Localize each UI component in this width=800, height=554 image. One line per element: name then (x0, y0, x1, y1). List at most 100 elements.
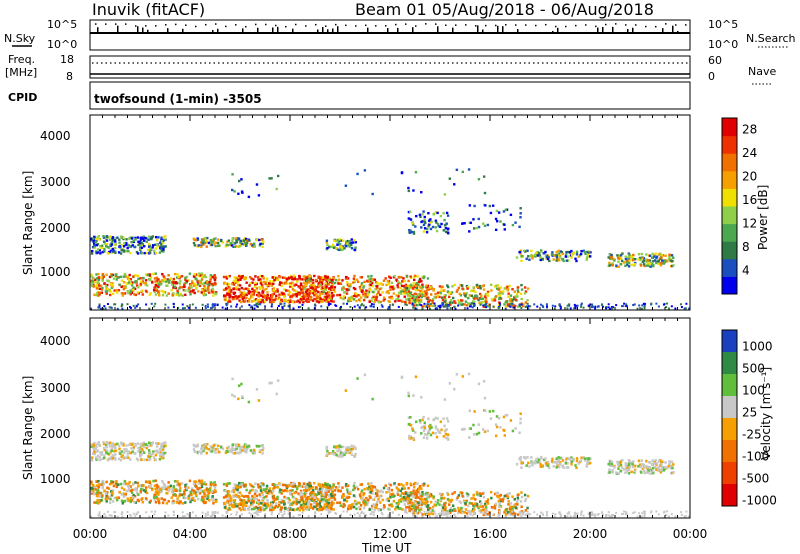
nsearch-dot (385, 25, 387, 27)
velocity-cell (251, 499, 254, 503)
power-cell (440, 222, 443, 226)
velocity-cell (481, 505, 485, 508)
power-cell (415, 286, 419, 289)
power-cell (134, 238, 137, 241)
velocity-cell (154, 449, 157, 453)
power-cell (507, 292, 510, 295)
power-cell (386, 280, 390, 283)
power-cell (128, 245, 132, 248)
velocity-cell (111, 442, 115, 445)
power-cell (531, 255, 535, 258)
velocity-cell (399, 494, 402, 498)
power-cell (493, 297, 496, 301)
power-cell (191, 290, 194, 294)
power-cell (640, 252, 644, 256)
velocity-cell (157, 490, 161, 494)
power-cell (152, 249, 156, 253)
velocity-cell (194, 491, 197, 494)
power-cell (129, 282, 133, 285)
power-cell (255, 287, 259, 290)
power-cell (633, 264, 636, 267)
power-cell (643, 302, 646, 305)
power-cell (114, 303, 117, 306)
power-cell (171, 283, 174, 286)
power-cell (495, 284, 498, 287)
power-cell (253, 307, 256, 310)
velocity-cell (225, 449, 228, 453)
power-cell (663, 261, 666, 265)
power-cell (653, 259, 657, 262)
velocity-cell (232, 505, 235, 509)
velocity-cell (134, 487, 137, 490)
power-cell (253, 245, 257, 248)
nsky-bar (552, 30, 554, 33)
power-cell (479, 287, 482, 290)
velocity-cell (157, 488, 160, 492)
power-cell (355, 299, 358, 303)
power-cell (353, 305, 356, 308)
power-cell (94, 278, 97, 282)
power-cell (210, 243, 213, 247)
power-cell (213, 277, 216, 280)
power-cell (548, 259, 551, 263)
power-cell (92, 237, 95, 240)
velocity-cell (209, 445, 213, 448)
power-cell (266, 291, 269, 294)
velocity-cell (384, 484, 387, 487)
velocity-cell (425, 497, 428, 501)
power-cell (400, 300, 404, 303)
velocity-cell (290, 483, 293, 486)
power-cell (632, 253, 635, 257)
power-cell (108, 288, 111, 292)
velocity-cell (208, 491, 211, 494)
power-cell (374, 288, 377, 291)
power-cell (249, 282, 252, 285)
power-cell (338, 293, 342, 297)
velocity-cell (499, 505, 503, 508)
velocity-cell (286, 508, 289, 511)
power-cell (190, 280, 194, 283)
velocity-cell (111, 492, 114, 496)
velocity-cell (265, 495, 268, 498)
power-cell (155, 279, 159, 282)
power-cell (120, 248, 123, 252)
power-cell (257, 291, 261, 295)
velocity-cell (205, 451, 208, 455)
velocity-cell (334, 486, 338, 489)
velocity-cell (407, 492, 410, 495)
velocity-cell (197, 450, 201, 454)
power-cell (506, 304, 510, 308)
power-cell (148, 249, 151, 252)
power-cell (619, 257, 623, 260)
power-cell (240, 286, 244, 290)
velocity-cell (182, 496, 186, 499)
power-cell (261, 286, 265, 289)
velocity-cell (230, 490, 234, 493)
power-cell (256, 276, 260, 279)
power-cell (412, 295, 415, 298)
velocity-cell (352, 494, 356, 497)
power-cell (288, 285, 292, 288)
power-cell (389, 285, 392, 289)
velocity-cell (162, 441, 166, 445)
power-cell (494, 295, 498, 298)
power-cell (173, 281, 176, 284)
velocity-cell (298, 508, 301, 512)
power-cell (265, 284, 268, 287)
power-cell (258, 244, 262, 247)
velocity-cell (272, 494, 275, 498)
power-cell (423, 290, 427, 293)
velocity-cell (108, 496, 111, 499)
velocity-cell (411, 504, 414, 507)
velocity-cell (324, 499, 327, 503)
velocity-cell (261, 448, 264, 452)
velocity-cell (250, 450, 254, 453)
power-cell (457, 286, 461, 290)
power-cell (425, 290, 428, 293)
power-cell (520, 303, 523, 306)
velocity-cell (317, 489, 321, 492)
power-cell (566, 304, 569, 307)
power-cell (182, 288, 186, 292)
velocity-cell (305, 486, 309, 490)
power-cell (234, 278, 238, 281)
